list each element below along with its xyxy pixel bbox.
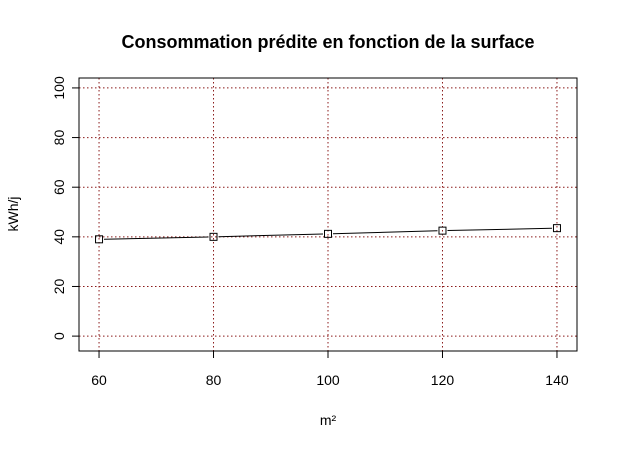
y-axis: 0 20 40 60 80 100 bbox=[51, 76, 79, 340]
x-tick-label: 100 bbox=[316, 372, 340, 388]
y-tick-label: 0 bbox=[51, 332, 67, 340]
x-tick-label: 60 bbox=[91, 372, 107, 388]
data-point bbox=[95, 235, 104, 244]
chart-title: Consommation prédite en fonction de la s… bbox=[121, 32, 534, 52]
x-tick-label: 120 bbox=[431, 372, 455, 388]
y-tick-label: 100 bbox=[51, 76, 67, 100]
grid-lines bbox=[79, 78, 577, 351]
y-tick-label: 20 bbox=[51, 278, 67, 294]
x-axis: 60 80 100 120 140 bbox=[91, 351, 569, 388]
series-line-segment bbox=[332, 230, 438, 235]
x-tick-label: 140 bbox=[545, 372, 569, 388]
y-axis-label: kWh/j bbox=[5, 197, 21, 232]
y-tick-label: 80 bbox=[51, 130, 67, 146]
x-tick-label: 80 bbox=[206, 372, 222, 388]
y-tick-label: 40 bbox=[51, 229, 67, 245]
data-point bbox=[438, 226, 447, 235]
series bbox=[95, 224, 561, 244]
series-line-segment bbox=[218, 233, 324, 238]
data-point bbox=[209, 232, 218, 241]
series-line-segment bbox=[104, 236, 209, 240]
data-point bbox=[324, 229, 332, 238]
y-tick-label: 60 bbox=[51, 179, 67, 195]
data-point bbox=[552, 224, 561, 233]
series-line-segment bbox=[447, 227, 552, 232]
x-axis-label: m² bbox=[320, 412, 337, 428]
